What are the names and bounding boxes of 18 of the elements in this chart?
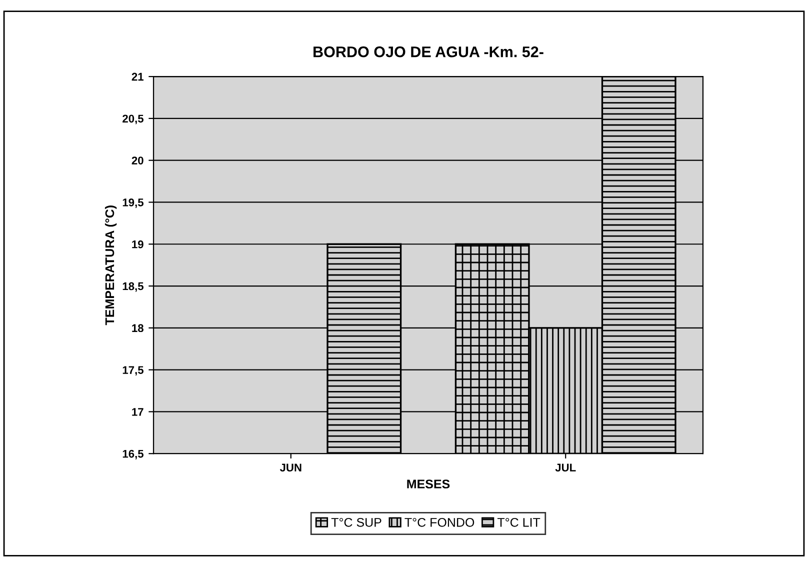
y-axis-title: TEMPERATURA (°C) bbox=[104, 206, 117, 326]
x-tick-label: JUN bbox=[280, 464, 302, 472]
y-tick-label: 16,5 bbox=[122, 450, 144, 460]
y-tick-label: 19 bbox=[132, 240, 144, 248]
legend-label: T°C SUP bbox=[331, 518, 382, 527]
y-tick-label: 20 bbox=[132, 156, 144, 164]
legend-label: T°C LIT bbox=[497, 518, 540, 527]
y-tick-label: 21 bbox=[132, 72, 144, 81]
y-tick-label: 19,5 bbox=[122, 198, 144, 208]
y-tick-label: 17 bbox=[132, 408, 144, 416]
chart-title: BORDO OJO DE AGUA -Km. 52- bbox=[314, 46, 544, 58]
y-tick-label: 18,5 bbox=[122, 282, 144, 292]
x-axis-title: MESES bbox=[407, 480, 450, 488]
legend-label: T°C FONDO bbox=[404, 518, 474, 527]
y-tick-label: 20,5 bbox=[122, 114, 144, 124]
x-tick-label: JUL bbox=[555, 464, 576, 472]
y-tick-label: 17,5 bbox=[122, 366, 144, 376]
y-tick-label: 18 bbox=[132, 324, 144, 332]
